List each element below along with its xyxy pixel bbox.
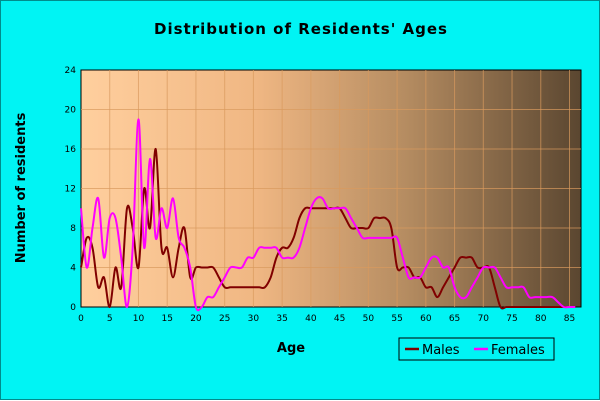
x-tick-label: 20	[190, 314, 202, 324]
x-tick-label: 0	[78, 314, 84, 324]
x-axis-title: Age	[277, 341, 305, 356]
x-tick-label: 55	[391, 314, 402, 324]
x-tick-label: 60	[420, 314, 432, 324]
legend: Males Females	[398, 337, 555, 361]
y-tick-label: 8	[70, 224, 76, 234]
x-tick-label: 50	[363, 314, 375, 324]
series-line-females	[80, 118, 576, 312]
x-tick-label: 45	[334, 314, 345, 324]
y-tick-label: 16	[65, 145, 77, 155]
x-tick-label: 40	[305, 314, 317, 324]
x-tick-label: 70	[478, 314, 490, 324]
y-tick-label: 20	[65, 106, 77, 116]
chart-title: Distribution of Residents' Ages	[154, 20, 448, 38]
legend-label-males: Males	[422, 343, 460, 358]
x-tick-label: 65	[449, 314, 460, 324]
x-tick-label: 25	[219, 314, 230, 324]
y-tick-label: 12	[65, 185, 76, 195]
x-tick-label: 15	[161, 314, 172, 324]
y-tick-label: 4	[70, 264, 76, 274]
y-axis-title: Number of residents	[14, 112, 29, 263]
x-tick-label: 30	[248, 314, 260, 324]
y-tick-label: 0	[70, 303, 76, 313]
series-layer	[80, 118, 576, 312]
legend-label-females: Females	[491, 343, 545, 358]
x-tick-label: 85	[564, 314, 575, 324]
tick-layer: 0 5 10 15 20 25 30 35 40 45 50 55 60 65 70 75 80 85 0 4 8 12 1…	[65, 66, 576, 324]
x-tick-label: 5	[107, 314, 113, 324]
series-line-males	[80, 147, 576, 310]
x-tick-label: 75	[506, 314, 517, 324]
grid-layer	[81, 70, 581, 307]
x-tick-label: 35	[276, 314, 287, 324]
y-tick-label: 24	[65, 66, 77, 76]
x-tick-label: 10	[133, 314, 145, 324]
x-tick-label: 80	[535, 314, 547, 324]
